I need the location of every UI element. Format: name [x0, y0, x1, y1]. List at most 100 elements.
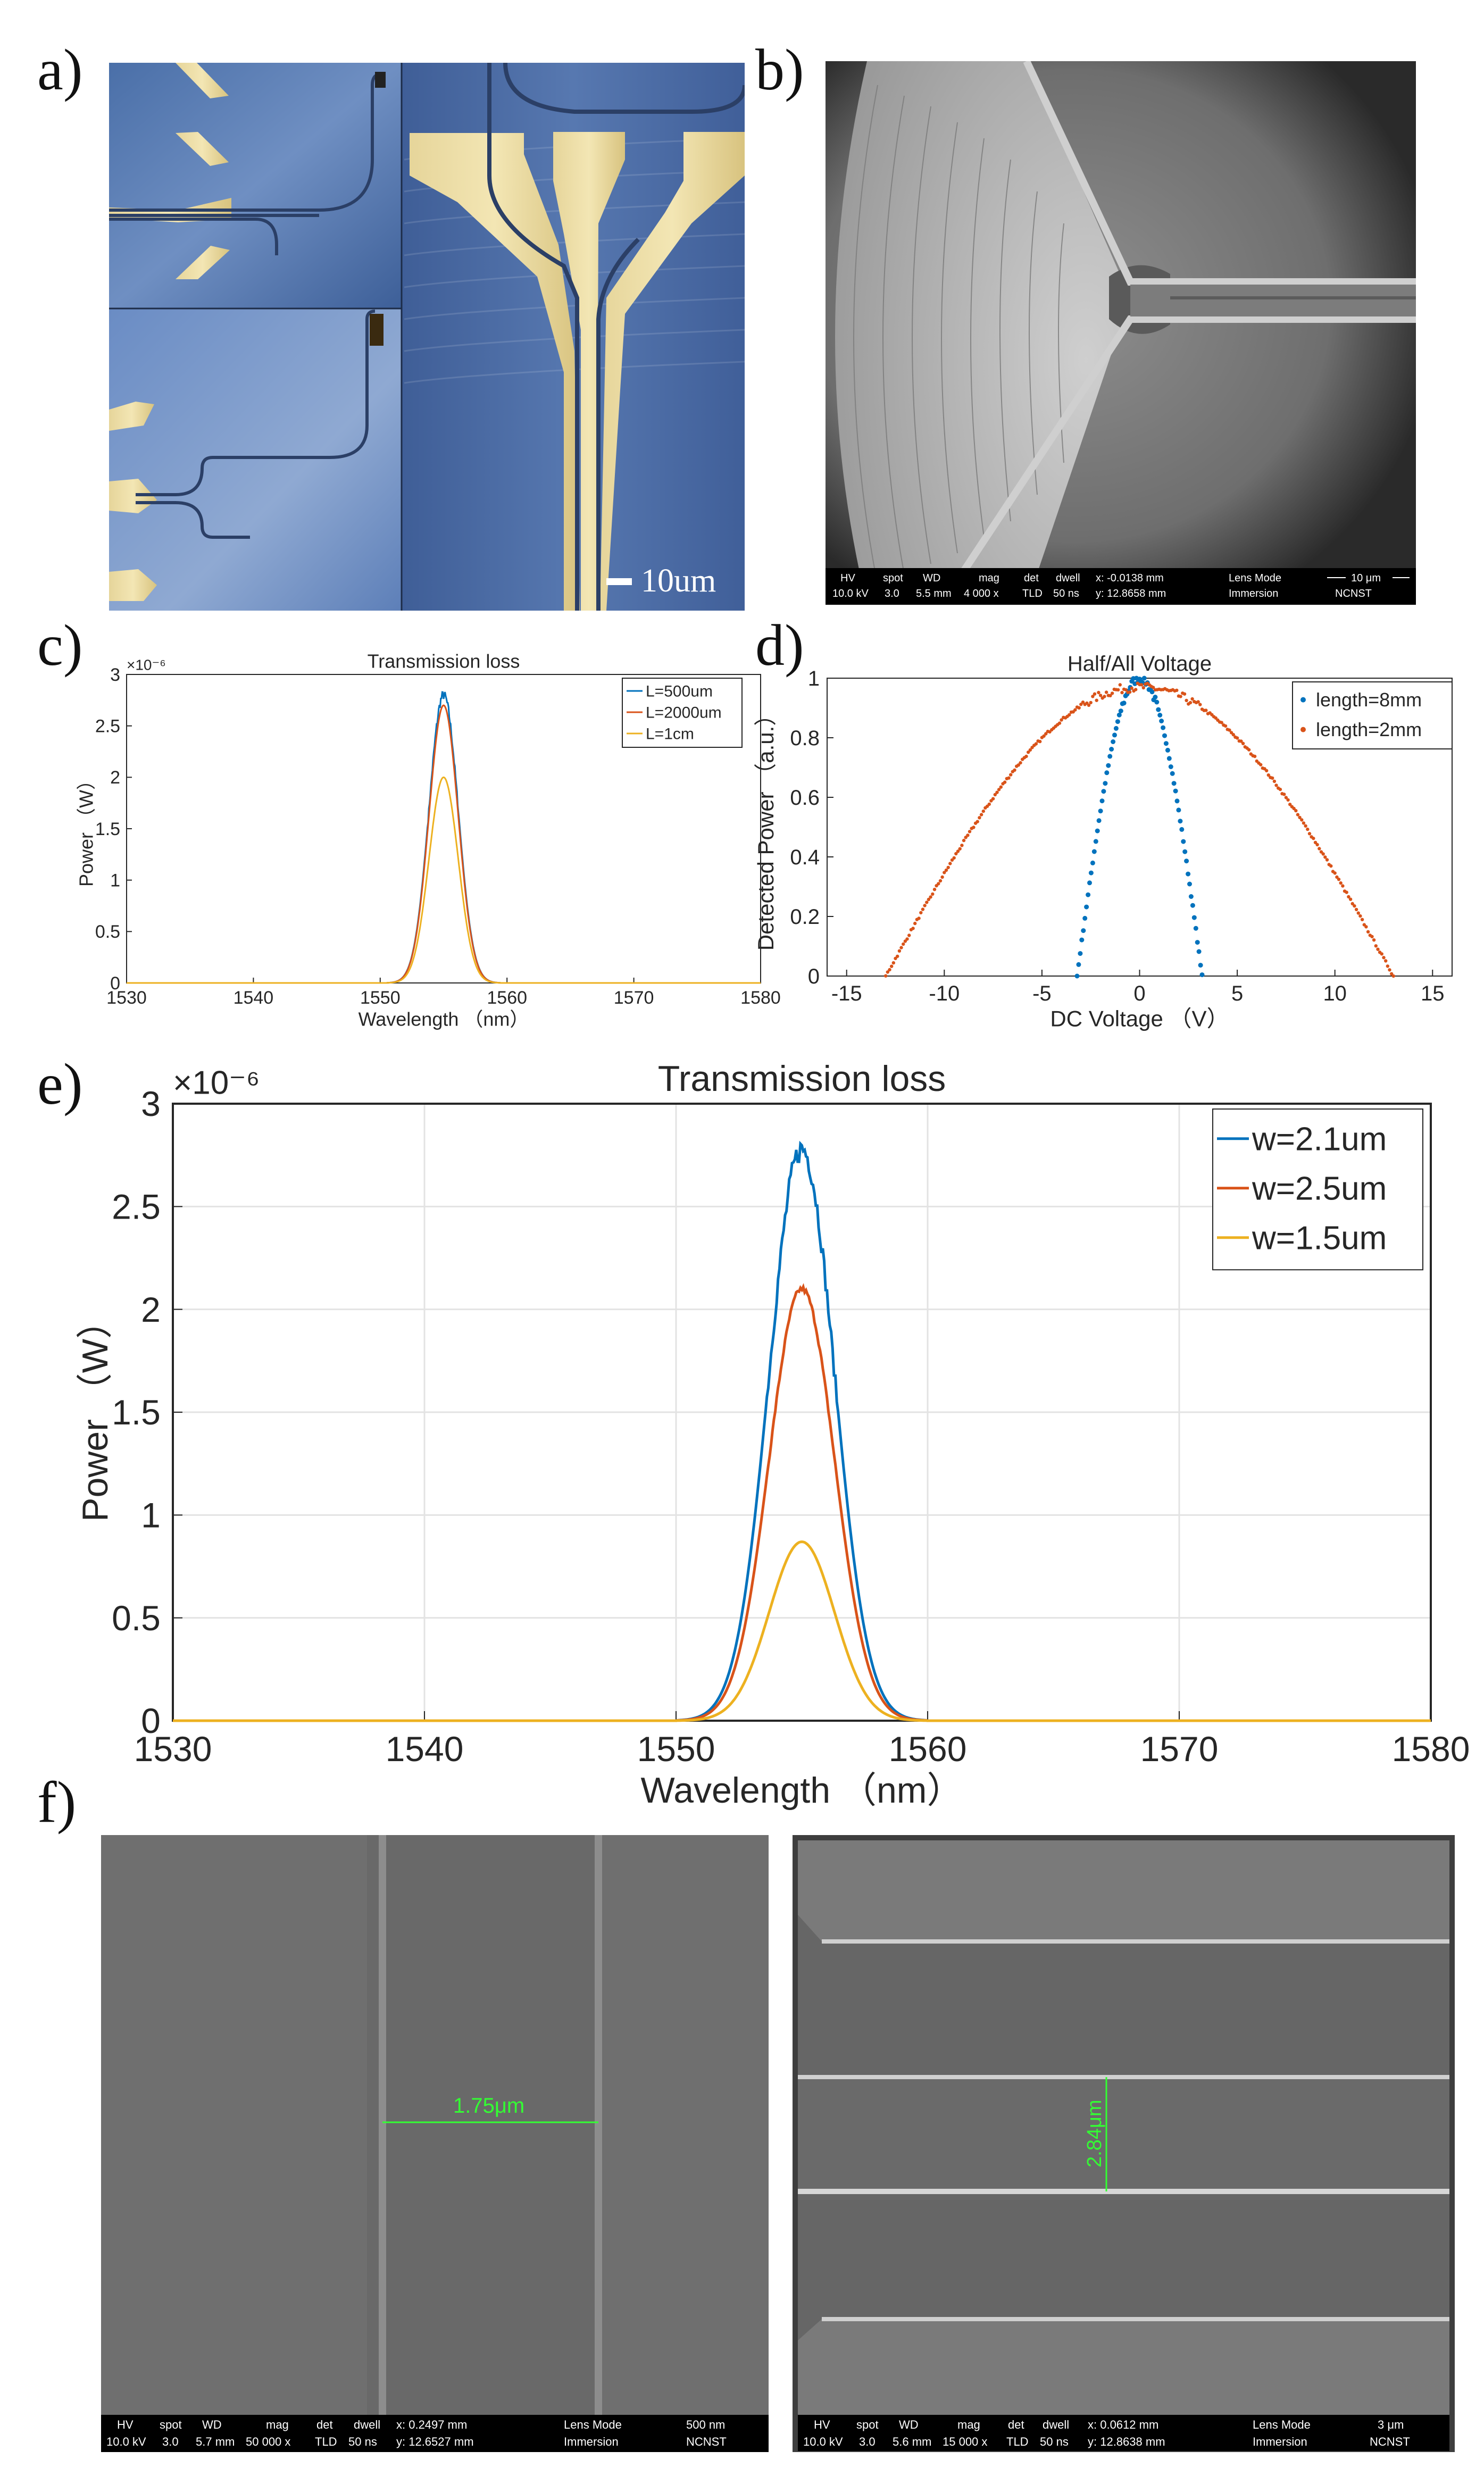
y-tick-label: 1: [141, 1495, 161, 1535]
left-info-org: NCNST: [686, 2435, 727, 2448]
y-tick-label: 3: [110, 665, 120, 685]
scatter-point-length=2mm: [1282, 793, 1286, 796]
scatter-point-length=8mm: [1182, 849, 1188, 854]
sem-right-ridge: [798, 2074, 1449, 2191]
right-info-lens-immersion: Immersion: [1253, 2435, 1307, 2448]
y-tick-label: 1: [110, 871, 120, 891]
x-tick-label: 5: [1231, 982, 1243, 1005]
scatter-point-length=2mm: [1120, 690, 1124, 695]
scatter-point-length=2mm: [1321, 852, 1325, 856]
chart-title: Transmission loss: [658, 1058, 946, 1099]
scatter-point-length=2mm: [1354, 907, 1358, 912]
y-tick-label: 3: [141, 1084, 161, 1123]
scatter-point-length=2mm: [923, 904, 927, 907]
scatter-point-length=2mm: [1348, 897, 1353, 901]
scatter-point-length=2mm: [1044, 732, 1048, 736]
panel-e: e) 1530 1540 1550 1560 1570 1580 0 0.5 1 1.5 2 2.5 3…: [37, 1052, 1470, 1811]
scatter-point-length=2mm: [1198, 703, 1202, 706]
scatter-point-length=2mm: [1382, 956, 1386, 960]
chart-title: Half/All Voltage: [1068, 652, 1212, 676]
scatter-point-length=2mm: [1265, 769, 1269, 773]
legend-label: L=2000um: [646, 704, 722, 722]
scatter-point-length=8mm: [1184, 858, 1189, 864]
scatter-point-length=2mm: [993, 793, 997, 797]
x-tick-label: 0: [1133, 982, 1145, 1005]
scatter-point-length=8mm: [1179, 827, 1185, 832]
scatter-point-length=2mm: [1098, 694, 1103, 697]
info-header-hv: HV: [840, 572, 855, 584]
x-axis-label: Wavelength （nm）: [641, 1770, 963, 1811]
scatter-point-length=2mm: [1016, 763, 1021, 767]
scatter-point-length=2mm: [1204, 708, 1208, 712]
panel-d-letter: d): [755, 613, 804, 678]
scatter-point-length=8mm: [1193, 926, 1198, 931]
right-info-value-det: TLD: [1006, 2435, 1029, 2448]
scatter-point-length=2mm: [1366, 930, 1370, 934]
left-info-value-hv: 10.0 kV: [106, 2435, 146, 2448]
panel-d: d) -15 -10 -5 0 5 10 15 0 0.2 0.4 0.6 0.8 1 Half/All …: [753, 613, 1453, 1031]
scatter-point-length=2mm: [1386, 964, 1389, 968]
scatter-point-length=8mm: [1190, 903, 1195, 908]
scatter-point-length=2mm: [1358, 914, 1362, 918]
scatter-point-length=2mm: [1081, 701, 1085, 704]
legend-label: length=8mm: [1316, 689, 1422, 711]
scatter-point-length=2mm: [1095, 698, 1098, 702]
x-tick-label: 15: [1421, 982, 1445, 1005]
scatter-point-length=2mm: [1091, 695, 1095, 698]
scatter-point-length=2mm: [958, 847, 962, 851]
scatter-point-length=2mm: [1390, 972, 1394, 976]
y-axis-label: Detected Power （a.u.）: [753, 704, 778, 951]
scatter-point-length=2mm: [1341, 884, 1345, 888]
scatter-point-length=2mm: [884, 974, 888, 978]
scatter-point-length=8mm: [1118, 708, 1123, 714]
chart-title: Transmission loss: [368, 650, 520, 672]
scatter-point-length=8mm: [1178, 819, 1183, 824]
left-info-header-hv: HV: [117, 2418, 134, 2431]
sem-info-bar-right: HV spot WD mag det dwell 10.0 kV 3.0 5.6…: [798, 2415, 1449, 2451]
scatter-point-length=2mm: [968, 830, 972, 833]
scatter-point-length=2mm: [1130, 686, 1133, 690]
scatter-point-length=2mm: [1060, 718, 1063, 722]
panel-c-letter: c): [37, 613, 82, 678]
chart-e: 1530 1540 1550 1560 1570 1580 0 0.5 1 1.5 2 2.5 3 Tra…: [75, 1058, 1470, 1811]
exponent-label: ×10⁻⁶: [173, 1064, 260, 1101]
scatter-point-length=2mm: [891, 961, 896, 965]
scatter-point-length=8mm: [1109, 747, 1114, 752]
x-axis-label: Wavelength （nm）: [359, 1008, 529, 1030]
series-line-L=1cm: [127, 776, 761, 984]
waveguides-bottom-left: [136, 310, 376, 539]
sem-right-top-slab: [798, 1840, 1449, 1941]
y-axis-label: Power （W）: [75, 1303, 115, 1522]
right-info-lens-mode: Lens Mode: [1253, 2418, 1311, 2431]
scatter-point-length=2mm: [1292, 806, 1296, 811]
y-tick-label: 2: [141, 1290, 161, 1329]
panel-a-micrograph: 10um: [109, 63, 745, 611]
y-tick-label: 2: [110, 768, 120, 788]
y-tick-label: 0.2: [790, 905, 820, 929]
scatter-point-length=2mm: [888, 968, 891, 972]
scatter-point-length=2mm: [1353, 904, 1356, 908]
scatter-point-length=2mm: [907, 933, 911, 937]
scatter-point-length=2mm: [1284, 796, 1288, 799]
scatter-point-length=8mm: [1196, 949, 1202, 954]
sem-left-edge-right: [595, 1835, 602, 2415]
legend-box: [1292, 681, 1453, 749]
right-info-scale: 3 μm: [1378, 2418, 1404, 2431]
right-info-header-spot: spot: [856, 2418, 879, 2431]
scatter-point-length=8mm: [1095, 828, 1100, 833]
scatter-point-length=8mm: [1156, 707, 1161, 712]
scatter-point-length=2mm: [1057, 721, 1062, 725]
scatter-point-length=2mm: [1188, 701, 1193, 705]
scatter-point-length=8mm: [1170, 771, 1175, 776]
scatter-point-length=8mm: [1187, 881, 1192, 887]
scatter-point-length=2mm: [913, 921, 917, 926]
left-info-header-mag: mag: [266, 2418, 289, 2431]
scatter-point-length=2mm: [995, 790, 999, 794]
x-tick-label: 1570: [1140, 1729, 1219, 1769]
scatter-point-length=8mm: [1106, 763, 1111, 768]
scatter-point-length=2mm: [1116, 688, 1120, 692]
scatter-point-length=2mm: [1315, 843, 1319, 847]
scatter-point-length=2mm: [946, 865, 950, 870]
scatter-point-length=2mm: [1220, 721, 1223, 724]
